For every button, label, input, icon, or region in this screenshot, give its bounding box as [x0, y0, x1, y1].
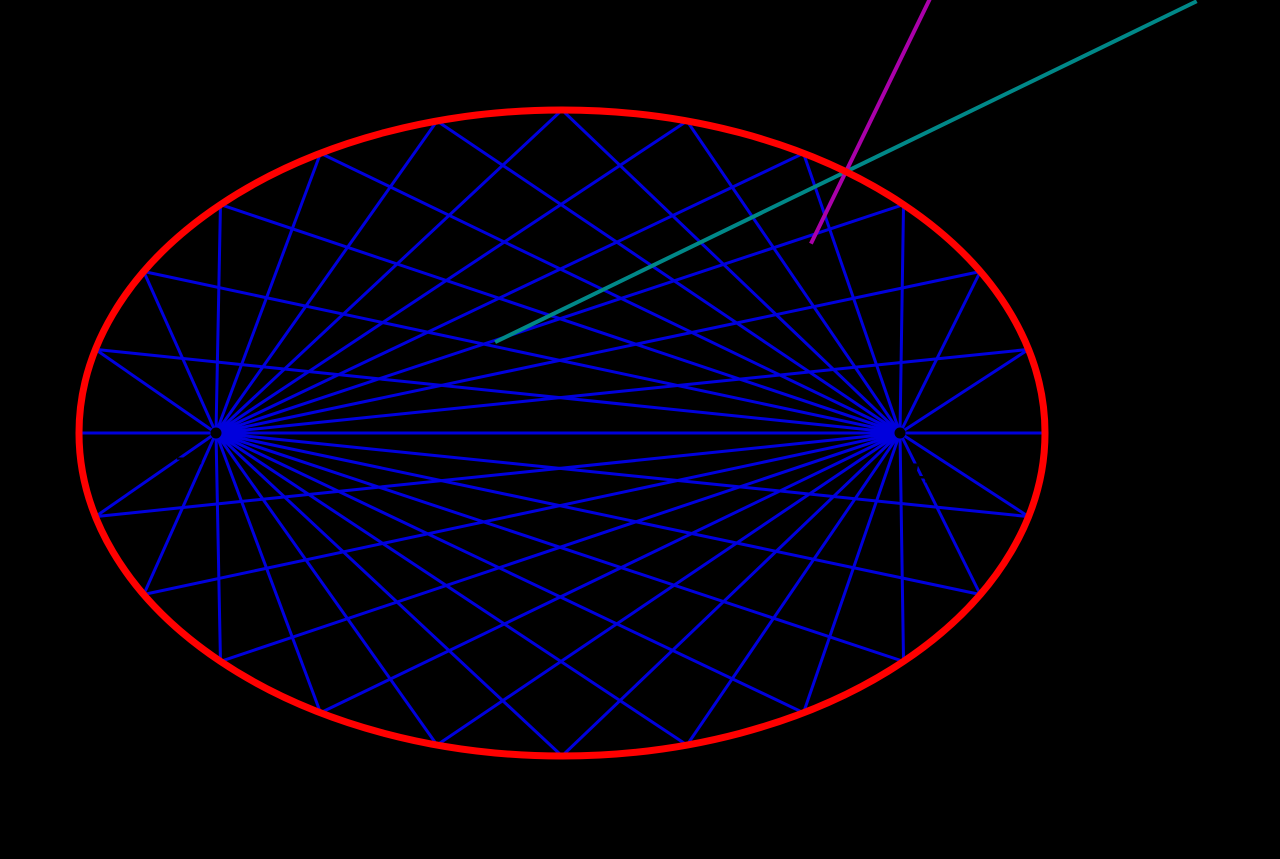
focal-ray	[144, 433, 900, 595]
normal-line	[811, 0, 938, 244]
focal-ray	[900, 272, 980, 434]
focal-ray	[900, 433, 904, 661]
focal-ray	[900, 205, 904, 433]
focus-2	[895, 428, 906, 439]
focal-ray	[216, 110, 562, 433]
focal-ray	[216, 205, 220, 433]
focal-ray	[144, 272, 900, 434]
focal-ray	[562, 110, 900, 433]
focus-2-label: F₂	[904, 455, 951, 504]
focus-1-label: F₁	[171, 449, 218, 498]
focal-ray	[216, 433, 562, 756]
ellipse-foci-diagram: F₁ F₂	[0, 0, 1280, 859]
focal-ray	[687, 433, 900, 745]
focus-1	[211, 428, 222, 439]
focal-ray	[216, 121, 437, 433]
focal-ray	[687, 121, 900, 433]
focal-ray	[562, 433, 900, 756]
focal-ray	[216, 433, 437, 745]
